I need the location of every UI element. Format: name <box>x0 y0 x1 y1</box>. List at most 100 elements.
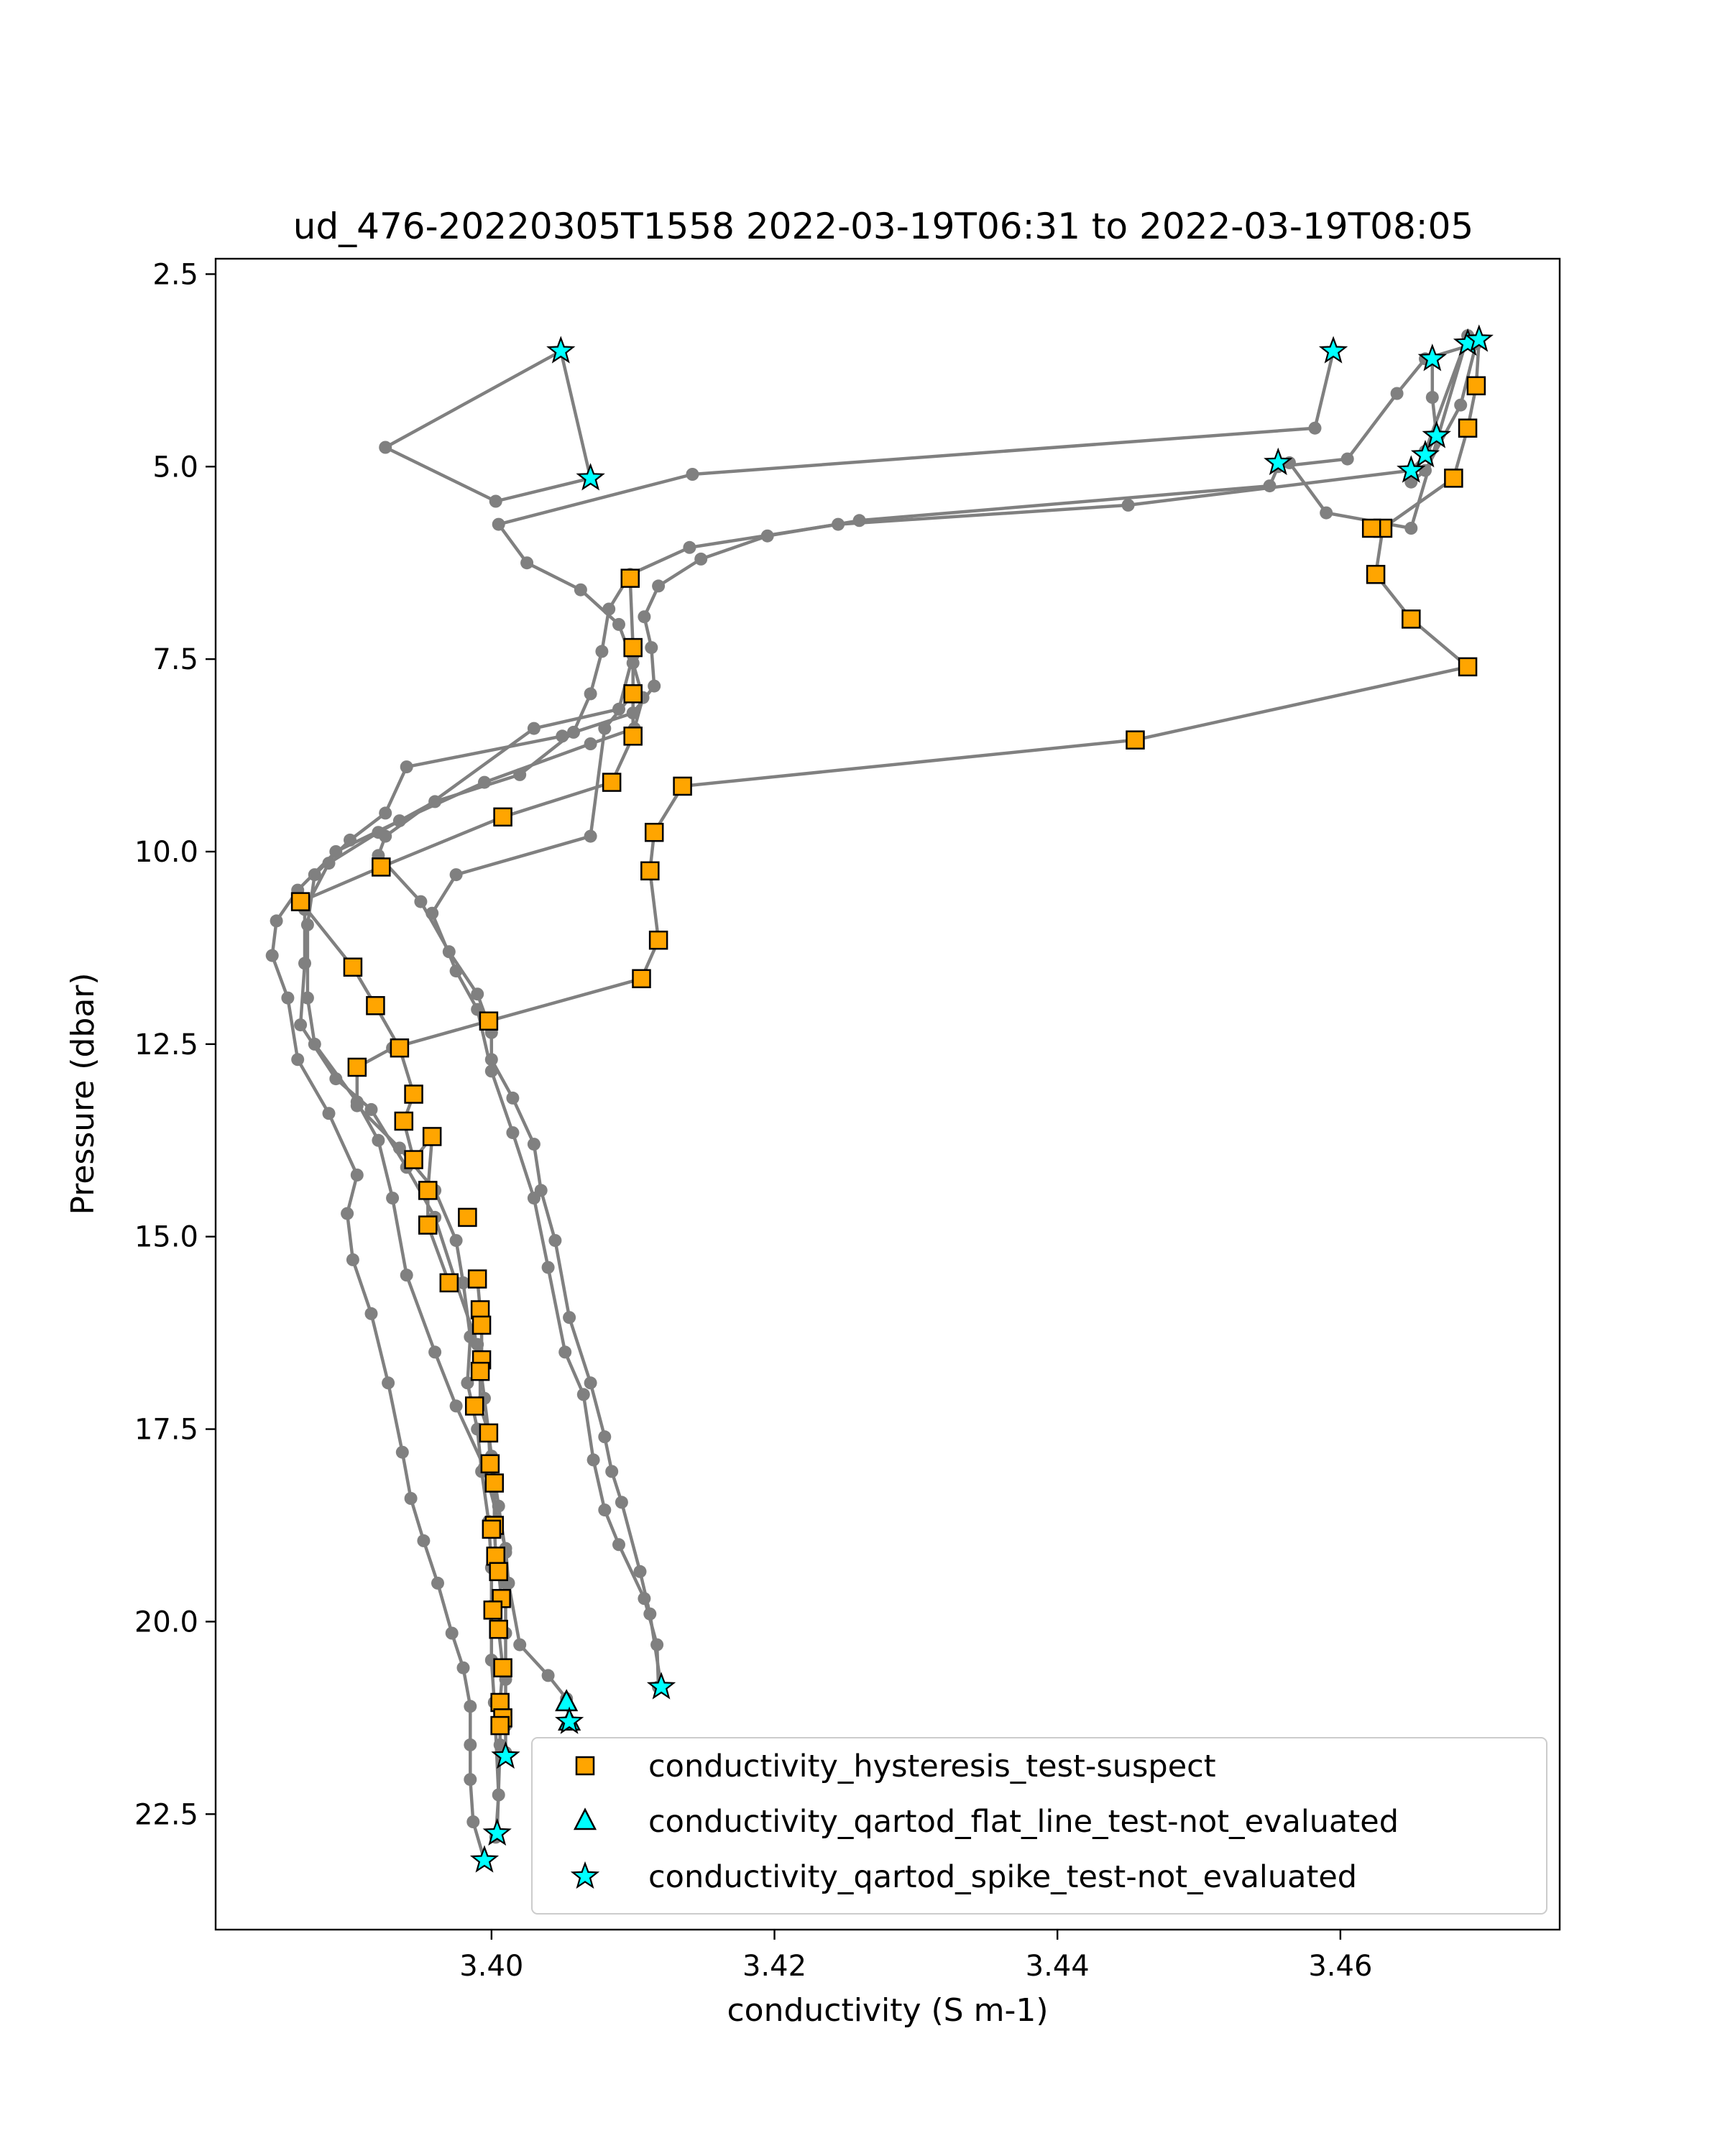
profile-point <box>513 768 527 781</box>
hysteresis-suspect-marker <box>1458 657 1478 677</box>
profile-point <box>445 1626 459 1640</box>
profile-point <box>300 918 314 931</box>
profile-point <box>400 760 413 774</box>
hysteresis-suspect-marker <box>1458 418 1478 438</box>
profile-point <box>598 1430 612 1444</box>
legend: conductivity_hysteresis_test-suspectcond… <box>531 1737 1547 1915</box>
y-tick-label: 12.5 <box>134 1028 198 1061</box>
spike-not-evaluated-marker <box>1264 447 1293 476</box>
profile-point <box>638 610 651 624</box>
x-axis: 3.40 3.42 3.44 3.46 <box>459 1930 1372 1983</box>
spike-not-evaluated-marker <box>1417 344 1448 372</box>
profile-point <box>426 906 439 920</box>
hysteresis-suspect-marker <box>489 1562 508 1582</box>
spike-not-evaluated-marker <box>491 1741 520 1769</box>
profile-point <box>586 1453 600 1467</box>
hysteresis-suspect-marker <box>644 822 664 842</box>
profile-point <box>449 964 463 978</box>
profile-point <box>322 1107 336 1120</box>
profile-point <box>449 1234 463 1248</box>
hysteresis-suspect-marker <box>490 1715 510 1736</box>
x-axis-label: conductivity (S m-1) <box>727 1992 1048 2029</box>
spike-not-evaluated-marker <box>1464 324 1494 352</box>
y-tick-label: 22.5 <box>134 1798 198 1831</box>
profile-point <box>346 1253 359 1266</box>
hysteresis-suspect-marker <box>484 1473 505 1493</box>
hysteresis-suspect-marker <box>479 1423 499 1443</box>
y-tick-label: 7.5 <box>152 643 198 676</box>
profile-point <box>527 1192 540 1205</box>
hysteresis-suspect-marker <box>648 930 668 950</box>
profile-point <box>1404 522 1418 535</box>
hysteresis-suspect-marker <box>467 1269 487 1289</box>
hysteresis-suspect-marker <box>1361 518 1381 538</box>
spike-not-evaluated-marker <box>1410 440 1440 468</box>
hysteresis-suspect-marker <box>366 996 385 1015</box>
profile-point <box>605 1465 619 1478</box>
profile-point <box>1390 387 1404 400</box>
hysteresis-suspect-marker <box>1402 609 1421 629</box>
profile-point <box>449 1399 463 1413</box>
hysteresis-suspect-marker <box>673 776 692 796</box>
profile-point <box>341 1207 354 1220</box>
profile-point <box>395 1445 409 1459</box>
chart-title: ud_476-20220305T1558 2022-03-19T06:31 to… <box>293 206 1473 247</box>
profile-point <box>541 1261 555 1274</box>
hysteresis-suspect-marker <box>480 1454 500 1474</box>
profile-point <box>686 468 699 481</box>
profile-point <box>431 1576 444 1590</box>
profile-point <box>291 1053 305 1067</box>
profile-point <box>464 1773 477 1787</box>
hysteresis-suspect-marker <box>623 727 643 746</box>
y-tick-label: 10.0 <box>134 836 198 869</box>
profile-point <box>694 552 708 566</box>
y-axis-label: Pressure (dbar) <box>65 972 101 1215</box>
profile-point <box>527 722 540 735</box>
profile-point <box>615 1496 628 1509</box>
spike-not-evaluated-marker <box>546 336 576 364</box>
profile-point <box>350 1169 364 1181</box>
y-tick-label: 5.0 <box>152 451 198 484</box>
spike-not-evaluated-marker <box>1397 455 1426 483</box>
legend-label: conductivity_qartod_spike_test-not_evalu… <box>648 1859 1357 1895</box>
profile-point <box>506 1091 520 1105</box>
hysteresis-suspect-marker <box>418 1181 438 1200</box>
profile-point <box>852 514 866 528</box>
profile-point <box>471 987 484 1001</box>
profile-point <box>464 1738 477 1751</box>
hysteresis-suspect-marker <box>620 568 640 588</box>
hysteresis-suspect-marker <box>458 1207 477 1227</box>
profile-point <box>832 517 845 531</box>
x-tick-label: 3.40 <box>459 1950 523 1983</box>
profile-point <box>270 914 283 928</box>
hysteresis-suspect-marker <box>439 1273 459 1293</box>
hysteresis-suspect-marker <box>418 1215 438 1235</box>
hysteresis-suspect-marker <box>290 892 310 911</box>
profile-point <box>650 1638 664 1651</box>
profile-point <box>281 991 295 1005</box>
profile-point <box>382 1376 395 1390</box>
profile-point <box>576 1388 590 1401</box>
profile-point <box>350 1099 364 1112</box>
x-tick-label: 3.42 <box>742 1950 806 1983</box>
profile-point <box>574 583 587 596</box>
legend-marker-square <box>575 1756 595 1776</box>
plot-markers <box>290 324 1494 1873</box>
profile-point <box>449 868 463 882</box>
hysteresis-suspect-marker <box>493 807 512 827</box>
profile-point <box>541 1669 555 1682</box>
profile-point <box>1308 421 1322 435</box>
profile-point <box>417 1534 431 1547</box>
legend-label: conductivity_hysteresis_test-suspect <box>648 1749 1216 1784</box>
profile-line <box>377 655 663 1687</box>
spike-not-evaluated-marker <box>482 1818 512 1846</box>
hysteresis-suspect-marker <box>394 1111 414 1131</box>
hysteresis-suspect-marker <box>472 1315 492 1335</box>
profile-point <box>1454 398 1468 412</box>
profile-point <box>595 645 609 658</box>
profile-point <box>464 1700 477 1713</box>
profile-point <box>492 517 505 531</box>
profile-point <box>379 441 392 454</box>
hysteresis-suspect-marker <box>464 1396 484 1416</box>
